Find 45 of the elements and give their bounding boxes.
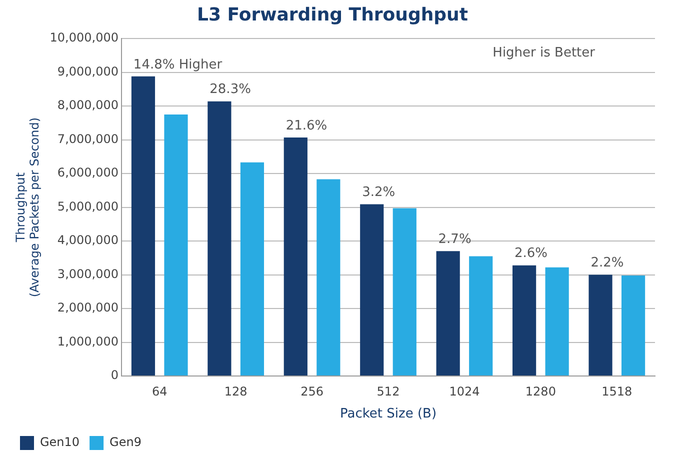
annotation: 2.7% bbox=[438, 232, 472, 248]
annotation: Higher is Better bbox=[492, 45, 596, 60]
bar bbox=[621, 275, 646, 376]
y-tick-label: 10,000,000 bbox=[50, 30, 119, 45]
y-tick-label: 6,000,000 bbox=[57, 166, 119, 180]
annotation: 21.6% bbox=[286, 118, 328, 134]
x-tick-label: 64 bbox=[152, 384, 168, 398]
y-tick-label: 7,000,000 bbox=[57, 132, 119, 146]
bar bbox=[360, 204, 384, 376]
annotation: 2.6% bbox=[514, 246, 548, 262]
y-tick-label: 4,000,000 bbox=[57, 233, 119, 248]
x-tick-label: 1518 bbox=[602, 384, 632, 398]
annotation: 14.8% Higher bbox=[133, 57, 223, 72]
bar bbox=[284, 137, 308, 376]
bar bbox=[164, 114, 188, 376]
y-tick-label: 8,000,000 bbox=[57, 98, 119, 112]
y-tick-label: 5,000,000 bbox=[57, 199, 119, 214]
legend-label: Gen10 bbox=[40, 435, 80, 450]
chart-title: L3 Forwarding Throughput bbox=[197, 4, 468, 26]
legend-label: Gen9 bbox=[110, 435, 142, 450]
bar bbox=[208, 101, 232, 376]
bar bbox=[545, 267, 569, 376]
y-tick-label: 9,000,000 bbox=[57, 64, 119, 78]
bar bbox=[392, 208, 416, 376]
bar bbox=[588, 274, 612, 376]
x-tick-label: 1280 bbox=[525, 384, 556, 398]
y-tick-label: 1,000,000 bbox=[57, 334, 119, 348]
y-tick-label: 3,000,000 bbox=[57, 266, 119, 281]
annotation: 28.3% bbox=[210, 82, 251, 98]
x-axis-title: Packet Size (B) bbox=[340, 406, 437, 422]
bar bbox=[512, 265, 536, 376]
bar bbox=[316, 179, 340, 376]
x-tick-label: 1024 bbox=[449, 384, 480, 398]
annotation: 2.2% bbox=[590, 256, 624, 271]
bar bbox=[469, 256, 493, 376]
bar bbox=[240, 162, 264, 376]
x-tick-label: 128 bbox=[224, 384, 248, 398]
x-tick-label: 512 bbox=[376, 384, 400, 398]
y-tick-label: 2,000,000 bbox=[57, 300, 119, 315]
y-axis-title: Throughput (Average Packets per Second) bbox=[13, 117, 42, 298]
x-tick-label: 256 bbox=[300, 384, 324, 398]
annotation: 3.2% bbox=[362, 185, 396, 200]
bar bbox=[131, 76, 156, 376]
bar bbox=[436, 251, 460, 376]
y-tick-label: 0 bbox=[110, 368, 119, 382]
